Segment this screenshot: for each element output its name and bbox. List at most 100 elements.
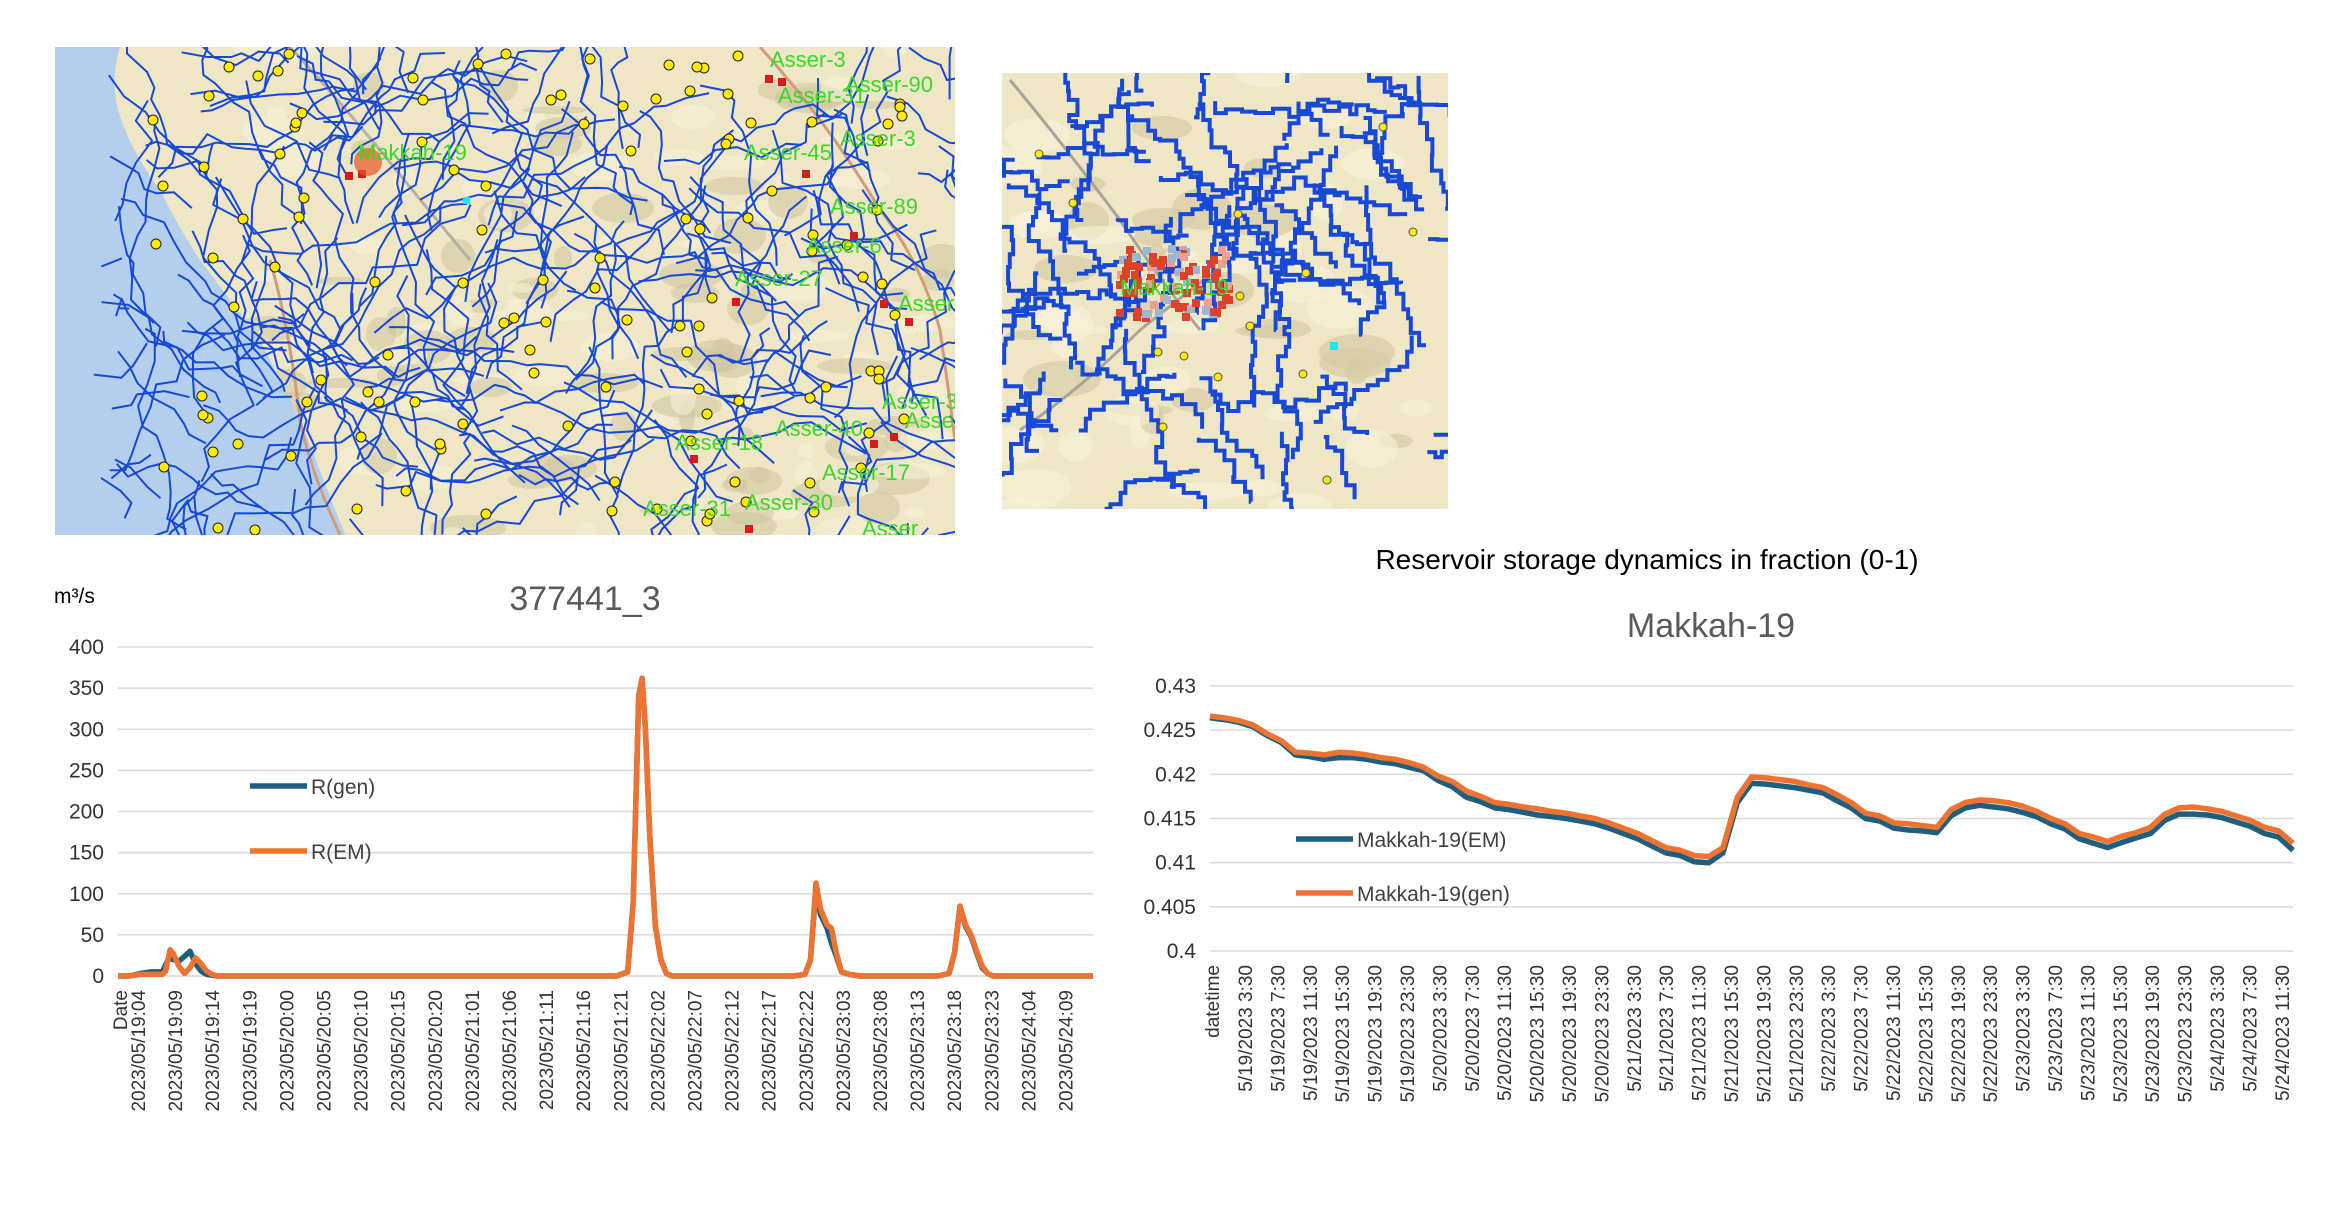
map-label: Asser-90 bbox=[845, 72, 933, 97]
x-tick-label: 2023/05/22:07 bbox=[686, 990, 707, 1112]
x-tick-label: 2023/05/19:09 bbox=[166, 990, 187, 1112]
y-tick-label: 350 bbox=[69, 677, 104, 700]
map-label: Asser-35 bbox=[882, 389, 970, 414]
y-tick-label: 0.415 bbox=[1143, 808, 1196, 831]
x-tick-label: 5/19/2023 3:30 bbox=[1236, 965, 1257, 1092]
x-tick-label: 2023/05/20:10 bbox=[352, 990, 373, 1112]
x-tick-label: 5/20/2023 3:30 bbox=[1430, 965, 1451, 1092]
map-label: Asser-18 bbox=[675, 430, 763, 455]
x-tick-label: 2023/05/21:11 bbox=[537, 990, 558, 1110]
x-tick-label: 5/22/2023 19:30 bbox=[1949, 965, 1970, 1102]
legend-label: R(gen) bbox=[311, 776, 375, 799]
x-tick-label: 2023/05/22:02 bbox=[648, 990, 669, 1112]
series-lines bbox=[1209, 713, 2295, 866]
sea bbox=[55, 47, 345, 535]
x-tick-label: 2023/05/24:09 bbox=[1057, 990, 1078, 1112]
map-label: Asser-3 bbox=[840, 126, 916, 151]
x-tick-label: 5/24/2023 11:30 bbox=[2273, 965, 2294, 1101]
x-tick-label: 2023/05/23:08 bbox=[871, 990, 892, 1112]
grid bbox=[1210, 685, 2293, 952]
x-tick-label: 2023/05/23:23 bbox=[982, 990, 1003, 1112]
x-tick-label: 5/20/2023 11:30 bbox=[1495, 965, 1516, 1101]
y-axis-unit-text: m³/s bbox=[54, 585, 95, 608]
y-tick-label: 0.4 bbox=[1167, 940, 1197, 963]
series-line-R(gen) bbox=[118, 675, 1093, 979]
x-tick-label: 2023/05/24:04 bbox=[1019, 990, 1040, 1112]
x-tick-label: 2023/05/20:00 bbox=[277, 990, 298, 1112]
x-tick-label: 5/19/2023 11:30 bbox=[1301, 965, 1322, 1101]
y-tick-label: 0 bbox=[92, 965, 104, 988]
chart-title: 377441_3 bbox=[509, 580, 660, 618]
x-tick-label: 5/20/2023 15:30 bbox=[1528, 965, 1549, 1102]
chart-supertitle: Reservoir storage dynamics in fraction (… bbox=[1375, 544, 1918, 575]
legend: Makkah-19(EM) Makkah-19(gen) bbox=[1296, 829, 1510, 906]
x-category-label: datetime bbox=[1203, 965, 1224, 1038]
y-tick-label: 300 bbox=[69, 718, 104, 741]
y-tick-label: 0.425 bbox=[1143, 719, 1196, 742]
y-tick-label: 200 bbox=[69, 801, 104, 824]
x-tick-label: 5/21/2023 3:30 bbox=[1625, 965, 1646, 1092]
x-tick-label: 5/22/2023 15:30 bbox=[1916, 965, 1937, 1102]
chart-title: Makkah-19 bbox=[1627, 607, 1795, 645]
overview-map: Makkah-19Asser-3Asser-31Asser-90Asser-3A… bbox=[55, 47, 970, 535]
inset-label: Makkah-19 bbox=[1120, 275, 1229, 300]
storage-chart: Reservoir storage dynamics in fraction (… bbox=[1143, 544, 2295, 1102]
y-axis-unit: m³/s bbox=[54, 585, 95, 608]
x-tick-label: 5/23/2023 19:30 bbox=[2143, 965, 2164, 1102]
x-tick-label: 2023/05/20:20 bbox=[426, 990, 447, 1112]
map-label: Makkah-19 bbox=[358, 140, 467, 165]
x-tick-label: 2023/05/23:13 bbox=[908, 990, 929, 1112]
x-tick-label: 5/21/2023 11:30 bbox=[1690, 965, 1711, 1101]
inset-map: Makkah-19 bbox=[1002, 73, 1448, 509]
y-tick-label: 0.43 bbox=[1155, 675, 1196, 698]
x-tick-label: 2023/05/20:15 bbox=[389, 990, 410, 1112]
x-tick-label: 2023/05/20:05 bbox=[315, 990, 336, 1112]
x-tick-label: 5/19/2023 19:30 bbox=[1366, 965, 1387, 1102]
x-tick-label: 5/21/2023 23:30 bbox=[1787, 965, 1808, 1102]
x-tick-label: 5/19/2023 7:30 bbox=[1268, 965, 1289, 1092]
x-category-label: Date bbox=[111, 990, 132, 1030]
legend-label: R(EM) bbox=[311, 841, 372, 864]
map-label: Asser-17 bbox=[822, 460, 910, 485]
y-tick-labels: 0.4 0.405 0.41 0.415 0.42 0.425 0.43 bbox=[1143, 675, 1196, 963]
x-tick-label: 5/22/2023 23:30 bbox=[1981, 965, 2002, 1102]
map-label: Asser-31 bbox=[643, 496, 731, 521]
map-label: Asser-3 bbox=[770, 47, 846, 72]
x-tick-label: 5/22/2023 11:30 bbox=[1884, 965, 1905, 1101]
x-tick-label: 5/23/2023 15:30 bbox=[2111, 965, 2132, 1102]
series-line-R(EM) bbox=[118, 675, 1093, 979]
map-label: Asser-40 bbox=[775, 416, 863, 441]
x-tick-label: 2023/05/21:21 bbox=[611, 990, 632, 1112]
x-tick-label: 5/19/2023 15:30 bbox=[1333, 965, 1354, 1102]
y-tick-label: 150 bbox=[69, 842, 104, 865]
map-label: Asser-30 bbox=[745, 490, 833, 515]
legend-label: Makkah-19(gen) bbox=[1357, 883, 1510, 906]
x-tick-label: 2023/05/21:16 bbox=[574, 990, 595, 1112]
x-tick-label: 5/21/2023 7:30 bbox=[1657, 965, 1678, 1092]
y-tick-label: 50 bbox=[81, 924, 104, 947]
y-tick-label: 0.405 bbox=[1143, 896, 1196, 919]
legend-label: Makkah-19(EM) bbox=[1357, 829, 1506, 852]
x-tick-label: 2023/05/19:14 bbox=[203, 990, 224, 1112]
x-tick-label: 5/24/2023 3:30 bbox=[2208, 965, 2229, 1092]
x-tick-label: 5/22/2023 7:30 bbox=[1852, 965, 1873, 1092]
x-tick-label: 2023/05/22:17 bbox=[760, 990, 781, 1112]
x-tick-label: 5/24/2023 7:30 bbox=[2240, 965, 2261, 1092]
series-lines bbox=[118, 675, 1093, 979]
x-tick-label: 5/19/2023 23:30 bbox=[1398, 965, 1419, 1102]
x-tick-label: 2023/05/19:19 bbox=[240, 990, 261, 1112]
y-tick-labels: 0 50 100 150 200 250 300 350 400 bbox=[69, 636, 104, 988]
x-tick-label: 2023/05/23:03 bbox=[834, 990, 855, 1112]
series-line-Makkah-19(EM) bbox=[1209, 715, 2295, 866]
x-tick-label: 2023/05/22:22 bbox=[797, 990, 818, 1112]
x-tick-label: 5/20/2023 19:30 bbox=[1560, 965, 1581, 1102]
map-label: Asser-45 bbox=[744, 140, 832, 165]
x-tick-label: 5/20/2023 7:30 bbox=[1463, 965, 1484, 1092]
x-tick-label: 5/23/2023 11:30 bbox=[2078, 965, 2099, 1101]
map-label: Asser-6 bbox=[806, 233, 882, 258]
x-tick-label: 5/21/2023 19:30 bbox=[1754, 965, 1775, 1102]
grid bbox=[118, 646, 1093, 977]
series-line-Makkah-19(gen) bbox=[1209, 713, 2295, 860]
maps-panel: Makkah-19Asser-3Asser-31Asser-90Asser-3A… bbox=[55, 47, 1448, 535]
